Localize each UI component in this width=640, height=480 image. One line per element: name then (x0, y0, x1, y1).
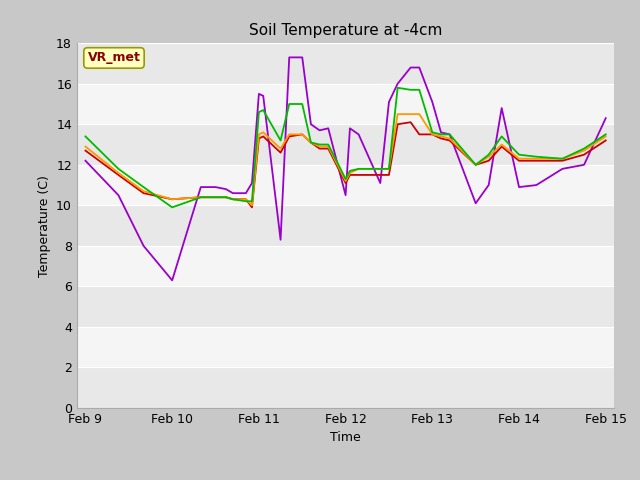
Title: Soil Temperature at -4cm: Soil Temperature at -4cm (249, 23, 442, 38)
Bar (77, 43, 614, 84)
Bar (77, 246, 614, 287)
Text: VR_met: VR_met (88, 51, 140, 64)
Bar (77, 205, 614, 246)
Bar (77, 327, 614, 368)
X-axis label: Time: Time (330, 432, 361, 444)
Bar (77, 287, 614, 327)
Bar (77, 84, 614, 124)
Bar (77, 368, 614, 408)
Bar (77, 124, 614, 165)
Bar (77, 165, 614, 205)
Y-axis label: Temperature (C): Temperature (C) (38, 175, 51, 276)
